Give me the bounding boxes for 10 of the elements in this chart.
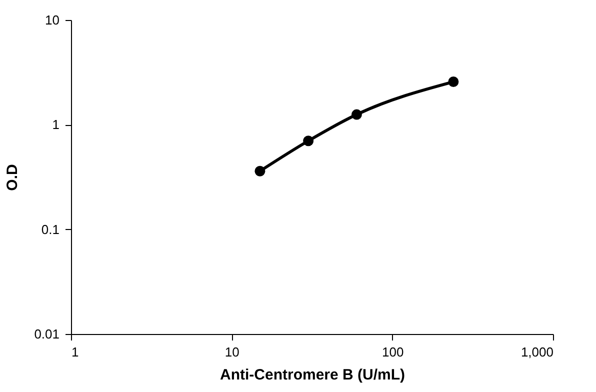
x-tick-label: 10 — [224, 344, 240, 360]
y-axis-title: O.D — [4, 164, 22, 191]
y-tick-label: 10 — [45, 12, 60, 28]
x-tick-label: 1 — [72, 344, 79, 360]
y-tick-label: 0.1 — [41, 222, 60, 237]
x-tick-label: 1,000 — [520, 344, 554, 360]
y-tick-label: 0.01 — [34, 326, 60, 342]
y-tick-label: 1 — [52, 117, 60, 132]
x-tick-label: 100 — [382, 344, 404, 360]
x-axis-title: Anti-Centromere B (U/mL) — [220, 366, 406, 384]
